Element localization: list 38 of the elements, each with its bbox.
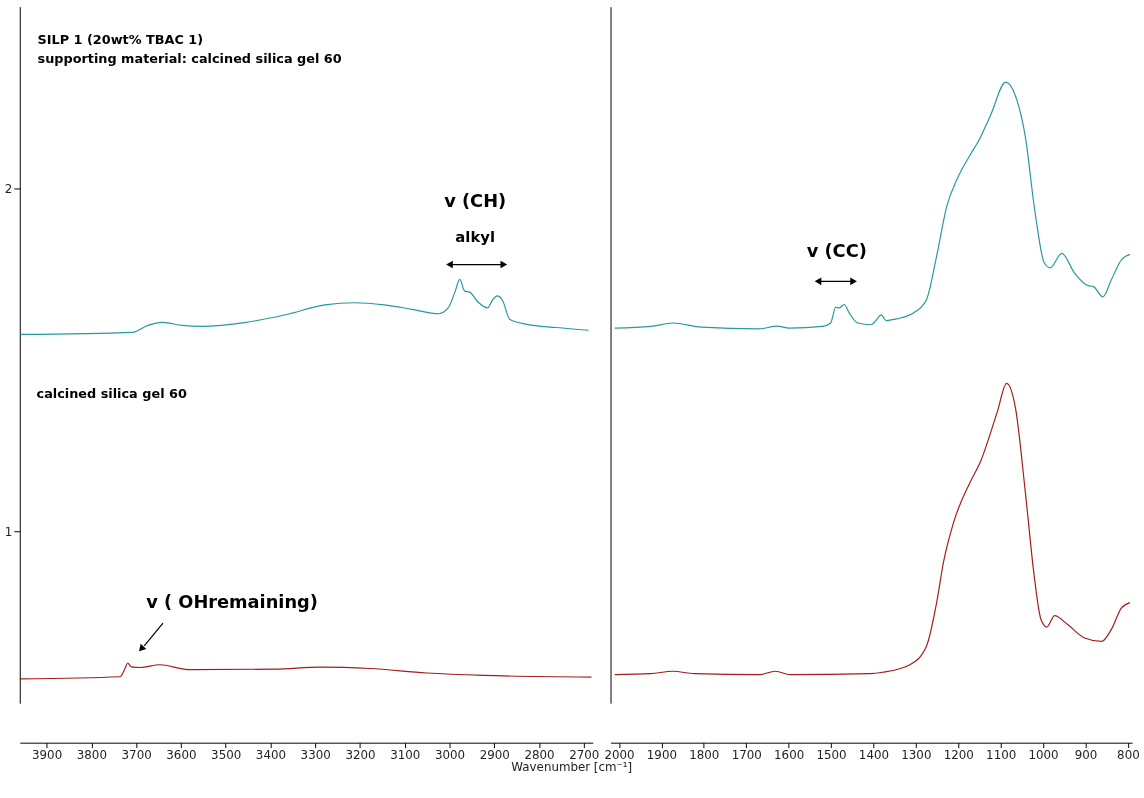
x-tick-label: 1900: [646, 747, 677, 762]
x-tick-label: 3000: [434, 747, 466, 762]
annotation: v ( OHremaining): [146, 591, 318, 613]
x-tick-label: 1200: [943, 747, 974, 762]
x-tick-label: 2900: [479, 747, 510, 762]
x-tick-label: 3700: [121, 747, 152, 762]
x-tick-label: 3600: [166, 747, 197, 762]
x-tick-label: 3500: [211, 747, 242, 762]
x-tick-label: 3100: [390, 747, 421, 762]
annotation: v (CH): [444, 190, 507, 212]
x-tick-label: 800: [1117, 747, 1140, 762]
annotation: calcined silica gel 60: [36, 385, 187, 401]
x-tick-label: 3800: [76, 747, 107, 762]
x-tick-label: 1800: [689, 747, 720, 762]
x-axis-title: Wavenumber [cm⁻¹]: [511, 760, 633, 775]
x-tick-label: 3400: [255, 747, 287, 762]
annotation: v (CC): [806, 239, 867, 261]
x-tick-label: 1300: [901, 747, 932, 762]
x-tick-label: 2700: [569, 747, 600, 762]
line-series: [19, 662, 592, 680]
x-tick-label: 3900: [32, 747, 63, 762]
annotation: SILP 1 (20wt% TBAC 1): [37, 32, 204, 48]
y-tick-label: 2: [4, 181, 13, 196]
annotation: alkyl: [455, 227, 495, 245]
annotation: supporting material: calcined silica gel 60: [37, 51, 342, 66]
x-tick-label: 1600: [774, 747, 805, 762]
x-tick-label: 3300: [300, 747, 331, 762]
x-tick-label: 900: [1074, 747, 1098, 762]
x-tick-label: 3200: [345, 747, 376, 762]
x-tick-label: 1400: [858, 747, 890, 762]
y-tick-label: 1: [4, 525, 13, 540]
x-tick-label: 1100: [986, 747, 1017, 762]
x-tick-label: 1500: [816, 747, 847, 762]
x-tick-label: 2000: [604, 747, 635, 762]
x-tick-label: 1700: [731, 747, 762, 762]
x-tick-label: 2800: [524, 747, 555, 762]
x-tick-label: 1000: [1028, 747, 1059, 762]
line-series: [19, 278, 590, 335]
